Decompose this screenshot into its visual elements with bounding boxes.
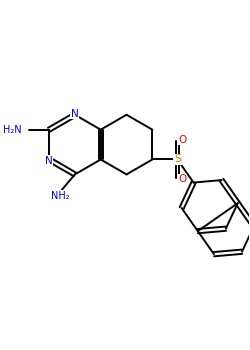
Text: N: N (45, 156, 53, 166)
Text: N: N (71, 108, 79, 119)
Text: H₂N: H₂N (3, 125, 22, 135)
Text: S: S (174, 154, 181, 164)
Text: NH₂: NH₂ (51, 191, 70, 201)
Text: O: O (178, 174, 187, 184)
Text: O: O (178, 135, 187, 145)
